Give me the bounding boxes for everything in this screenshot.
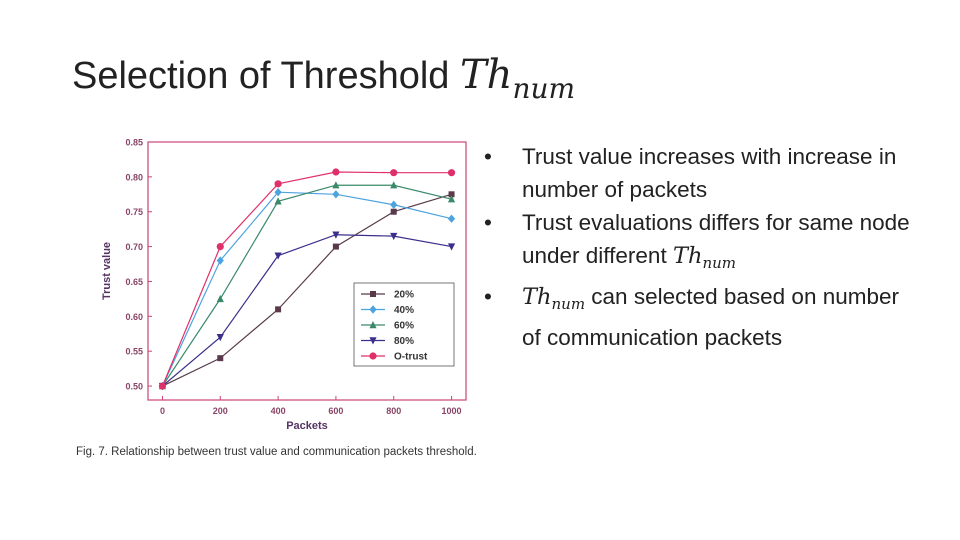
legend-marker [369, 337, 377, 345]
series-line [162, 193, 452, 387]
bullet-list: • Trust value increases with increase in… [482, 140, 922, 354]
x-tick-label: 800 [386, 406, 401, 416]
data-point [274, 252, 282, 260]
legend-marker [369, 321, 377, 329]
data-point [390, 208, 397, 215]
x-tick-label: 0 [160, 406, 165, 416]
bullet-item: • Trust evaluations differs for same nod… [482, 206, 922, 280]
data-point [447, 169, 456, 177]
data-point [390, 169, 398, 177]
bullet-dot: • [484, 284, 492, 309]
plot-frame [147, 141, 467, 401]
data-point [390, 232, 398, 241]
legend-marker [370, 291, 376, 297]
series-line [162, 234, 452, 387]
bullet-math-sub: num [702, 254, 736, 272]
x-tick-label: 1000 [442, 406, 462, 416]
bullet-text: can selected based on number of communic… [522, 284, 900, 350]
bullet-text: Trust value increases with increase in n… [522, 144, 897, 202]
data-point [332, 231, 340, 239]
data-point [390, 200, 398, 209]
x-tick-label: 200 [213, 406, 228, 416]
y-tick-label: 0.80 [125, 172, 143, 182]
legend-label: 20% [394, 290, 414, 301]
data-point [447, 214, 456, 223]
legend-label: O-trust [394, 352, 428, 363]
slide-title-math: Thnum [459, 52, 575, 105]
data-point [275, 306, 282, 313]
data-point [216, 294, 224, 303]
figure-caption: Fig. 7. Relationship between trust value… [76, 446, 477, 458]
y-tick-label: 0.85 [125, 138, 143, 148]
x-tick-label: 400 [271, 406, 286, 416]
y-tick-label: 0.65 [125, 277, 143, 287]
data-point [158, 382, 167, 390]
bullet-math: Thnum [672, 243, 736, 272]
data-point [448, 191, 455, 198]
data-point [217, 355, 224, 362]
data-point [274, 197, 282, 205]
data-point [216, 242, 224, 251]
legend-label: 40% [394, 305, 414, 316]
bullet-item: • Thnum can selected based on number of … [482, 280, 922, 354]
title-math-base: Th [459, 52, 513, 98]
y-tick-label: 0.50 [125, 382, 143, 392]
x-axis-label: Packets [286, 420, 328, 432]
title-math-sub: num [512, 72, 576, 105]
data-point [332, 181, 340, 189]
data-point [332, 243, 339, 250]
series-line [161, 184, 452, 387]
legend-marker [369, 352, 377, 360]
slide-title-text: Selection of Threshold [72, 55, 450, 97]
legend-marker [369, 305, 377, 314]
y-tick-label: 0.70 [125, 242, 143, 252]
x-tick-label: 600 [328, 406, 343, 416]
data-point [274, 180, 282, 188]
y-tick-label: 0.75 [125, 207, 143, 217]
bullet-math-base: Th [522, 284, 552, 310]
figure: 0.50 0.55 0.60 0.65 0.70 0.75 0.80 0.85 0 200 400 6… [70, 125, 500, 485]
data-point [390, 181, 398, 189]
data-point [332, 168, 340, 176]
data-point [216, 256, 224, 265]
bullet-dot: • [484, 144, 492, 169]
bullet-math: Thnum [522, 284, 586, 313]
bullet-math-sub: num [551, 295, 586, 313]
legend-label: 60% [394, 321, 414, 332]
data-point [447, 243, 456, 251]
data-point [447, 195, 456, 203]
series-line [161, 171, 452, 387]
legend-label: 80% [394, 336, 414, 347]
trust-value-chart: 0.50 0.55 0.60 0.65 0.70 0.75 0.80 0.85 0 200 400 6… [101, 138, 467, 432]
slide-title: Selection of Threshold Thnum [72, 52, 575, 105]
bullet-dot: • [484, 210, 492, 235]
bullet-item: • Trust value increases with increase in… [482, 140, 922, 206]
bullet-text: Trust evaluations differs for same node … [522, 210, 910, 268]
data-point [332, 190, 340, 199]
data-point [216, 334, 224, 342]
y-tick-label: 0.55 [125, 347, 143, 357]
y-axis-label: Trust value [101, 242, 113, 300]
y-tick-label: 0.60 [125, 312, 143, 322]
bullet-math-base: Th [672, 243, 703, 269]
